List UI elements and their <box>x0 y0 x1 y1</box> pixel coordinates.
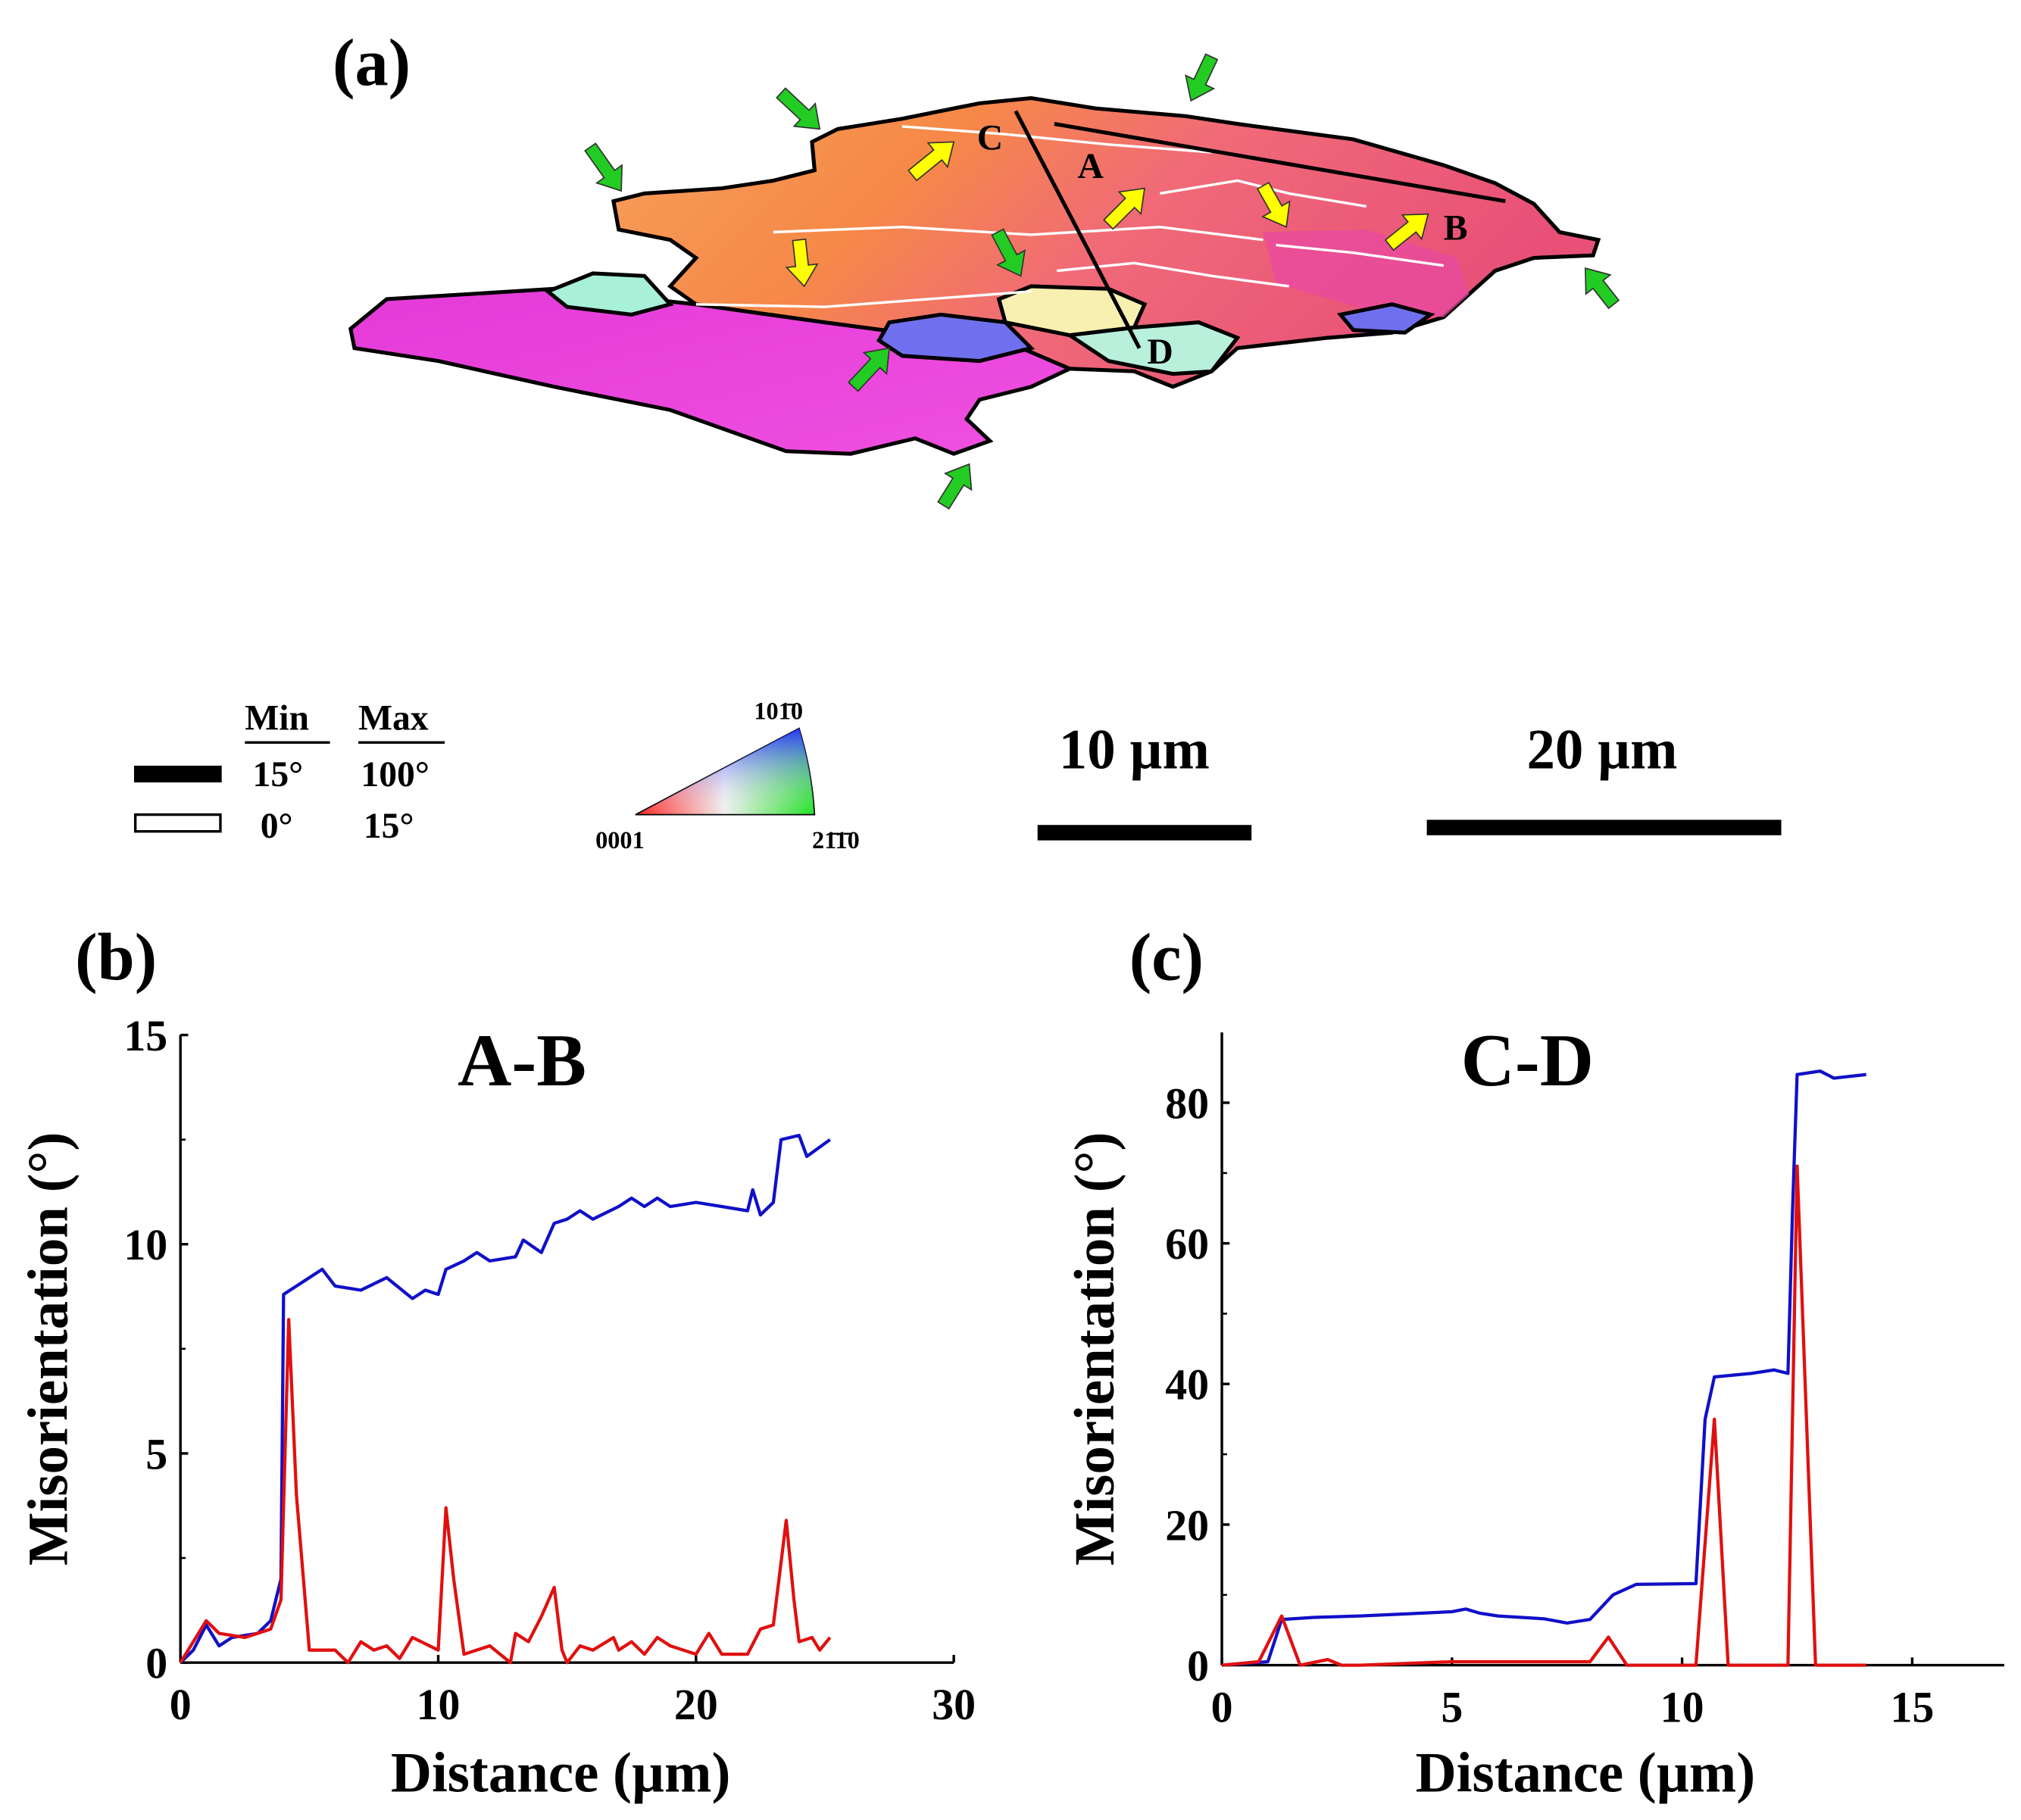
chart-c-d: (c) C-D 0 5 10 15 0 20 40 60 80 Distance (µm) Misori… <box>1064 920 2004 1804</box>
legend-min-header: Min <box>245 698 309 738</box>
y-tick-label: 5 <box>145 1429 167 1478</box>
scale-bar-10um-bar <box>1037 825 1252 841</box>
scale-bar-10um: 10 µm <box>1037 718 1252 841</box>
scale-bar-20um: 20 µm <box>1426 718 1782 835</box>
ebsd-map: A B C D <box>348 53 1620 510</box>
point-label-b: B <box>1444 209 1468 248</box>
hagb-min: 15° <box>253 755 304 794</box>
hagb-arrow-icon <box>937 463 973 510</box>
x-tick-label: 5 <box>1441 1682 1463 1731</box>
grain-blue-right <box>1336 302 1435 335</box>
y-tick-label: 60 <box>1165 1219 1209 1269</box>
lagb-arrow-icon <box>1103 187 1145 230</box>
hagb-max: 100° <box>361 755 429 794</box>
y-tick-label: 20 <box>1165 1500 1209 1550</box>
x-tick-label: 0 <box>170 1680 192 1729</box>
x-tick-label: 30 <box>932 1680 976 1729</box>
lagb-arrow-icon <box>1256 181 1291 228</box>
grain-mint-left <box>544 271 674 317</box>
ipf-2110: 21̄1̄0 <box>812 826 860 854</box>
y-tick-label: 0 <box>145 1639 167 1688</box>
line-c-d <box>1014 110 1142 349</box>
chart-title: A-B <box>458 1019 586 1102</box>
line-a-b <box>1054 122 1506 204</box>
panel-label: (c) <box>1129 920 1204 994</box>
y-tick-label: 15 <box>123 1011 167 1060</box>
lagb-max: 15° <box>364 807 414 846</box>
scale-label-20um: 20 µm <box>1526 718 1677 781</box>
legend-max-header: Max <box>358 698 429 738</box>
x-tick-label: 0 <box>1211 1682 1233 1731</box>
hagb-arrow-icon <box>847 347 891 392</box>
y-tick-label: 80 <box>1165 1079 1209 1128</box>
lagb-arrow-icon <box>907 141 955 182</box>
lagb-swatch <box>133 813 222 833</box>
x-tick-label: 20 <box>674 1680 718 1729</box>
series-line-point-to-point <box>1221 1164 1866 1667</box>
panel-label: (b) <box>75 920 157 994</box>
x-tick-label: 15 <box>1890 1682 1934 1731</box>
ipf-1010: 101̄0 <box>754 698 803 725</box>
grain-mint-right <box>1064 320 1241 376</box>
x-tick-label: 10 <box>417 1680 461 1729</box>
x-axis-label: Distance (µm) <box>391 1741 731 1804</box>
point-label-a: A <box>1077 147 1104 186</box>
grain-blue <box>876 312 1035 364</box>
y-tick-label: 40 <box>1165 1360 1209 1409</box>
x-tick-label: 10 <box>1660 1682 1704 1731</box>
lagb-arrow-icon <box>1384 213 1429 251</box>
y-tick-label: 10 <box>123 1220 167 1269</box>
y-tick-label: 0 <box>1187 1641 1209 1690</box>
y-axis-label: Misorientation (°) <box>1064 1132 1126 1566</box>
x-axis-label: Distance (µm) <box>1416 1741 1755 1804</box>
hagb-arrow-icon <box>1185 53 1219 102</box>
lagb-arrow-icon <box>785 238 819 288</box>
series-line-point-to-point <box>179 1318 832 1665</box>
panel-a-label: (a) <box>333 27 411 101</box>
grain-yellow <box>996 284 1148 338</box>
chart-title: C-D <box>1461 1019 1594 1102</box>
boundary-legend: Min Max 15° 100° 0° 15° <box>133 698 445 846</box>
series-line-point-to-origin <box>1221 1069 1866 1667</box>
y-axis-label: Misorientation (°) <box>17 1132 80 1566</box>
hagb-arrow-icon <box>991 228 1026 277</box>
ipf-color-key: 0001 101̄0 21̄1̄0 <box>595 698 860 854</box>
boundary-arrows <box>584 53 1620 510</box>
hagb-arrow-icon <box>776 87 821 130</box>
scale-label-10um: 10 µm <box>1059 718 1210 781</box>
grain-pink-right <box>1263 229 1470 317</box>
hagb-arrow-icon <box>584 142 623 192</box>
point-label-d: D <box>1147 332 1173 372</box>
series-line-point-to-origin <box>179 1133 832 1664</box>
hagb-arrow-icon <box>1585 267 1620 310</box>
ipf-0001: 0001 <box>595 826 645 854</box>
scale-bar-20um-bar <box>1426 819 1782 835</box>
chart-a-b: (b) A-B 0 10 20 30 0 5 10 15 Distance (µm) Misorien… <box>17 920 976 1804</box>
lagb-min: 0° <box>261 807 293 846</box>
hagb-swatch <box>133 765 222 783</box>
point-label-c: C <box>977 119 1003 158</box>
